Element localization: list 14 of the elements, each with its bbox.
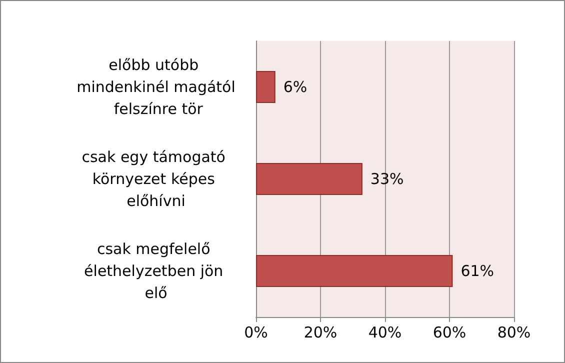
x-tick-label: 0%: [244, 324, 268, 342]
bar: [256, 255, 453, 287]
data-label: 6%: [283, 78, 308, 96]
y-tick-label: előbb utóbb mindenkinél magától felszínre tör: [76, 56, 236, 118]
x-tick-label: 80%: [497, 324, 531, 342]
data-label: 61%: [460, 262, 494, 280]
data-label: 33%: [370, 170, 404, 188]
x-tick-label: 40%: [368, 324, 402, 342]
bar: [256, 163, 362, 195]
y-tick-label: csak megfelelő élethelyzetben jön elő: [84, 240, 228, 302]
x-tick-label: 20%: [304, 324, 338, 342]
x-tick-label: 60%: [432, 324, 466, 342]
y-tick-label: csak egy támogató környezet képes előhívni: [82, 148, 230, 210]
bar: [256, 71, 276, 103]
